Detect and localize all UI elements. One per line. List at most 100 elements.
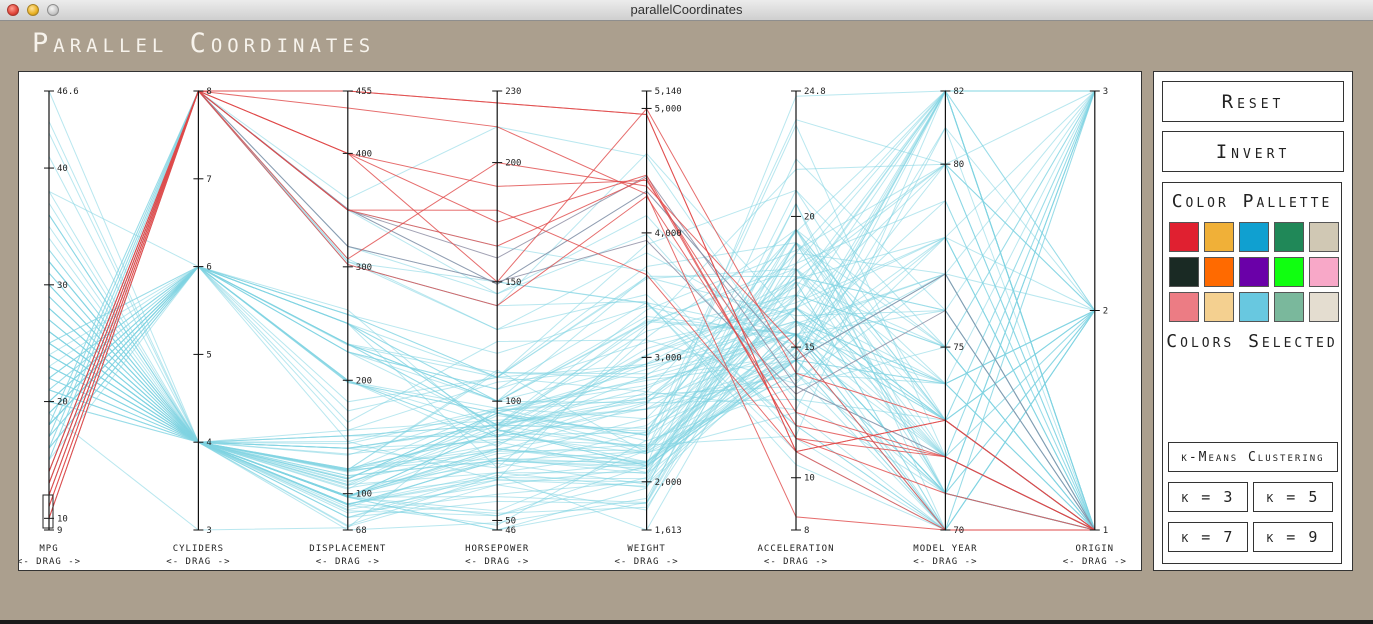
tick-label: 150 xyxy=(505,278,521,288)
k3-button[interactable]: k = 3 xyxy=(1168,482,1248,512)
axis-drag-handle[interactable]: <- DRAG -> xyxy=(1063,557,1127,567)
tick-label: 30 xyxy=(57,281,68,291)
palette-swatch[interactable] xyxy=(1239,222,1269,252)
tick-label: 230 xyxy=(505,87,521,97)
axis-title: WEIGHT xyxy=(627,544,666,554)
tick-label: 100 xyxy=(505,397,521,407)
tick-label: 1 xyxy=(1103,526,1108,536)
data-polyline xyxy=(48,90,1096,498)
tick-label: 24.8 xyxy=(804,87,826,97)
tick-label: 9 xyxy=(57,526,62,536)
tick-label: 455 xyxy=(356,87,372,97)
mpg-brush-selection[interactable] xyxy=(42,494,54,529)
palette-swatch[interactable] xyxy=(1169,257,1199,287)
minimize-window-button[interactable] xyxy=(27,4,39,16)
tick-label: 15 xyxy=(804,343,815,353)
data-polyline xyxy=(48,266,1096,531)
data-polyline xyxy=(48,90,1096,531)
tick-label: 82 xyxy=(953,87,964,97)
tick-label: 2,000 xyxy=(655,478,682,488)
palette-swatch[interactable] xyxy=(1274,222,1304,252)
axis-title: MODEL YEAR xyxy=(913,544,977,554)
axis-drag-handle[interactable]: <- DRAG -> xyxy=(764,557,828,567)
tick-label: 3,000 xyxy=(655,353,682,363)
reset-button[interactable]: Reset xyxy=(1162,81,1344,122)
axis-drag-handle[interactable]: <- DRAG -> xyxy=(913,557,977,567)
axis-drag-handle[interactable]: <- DRAG -> xyxy=(19,557,81,567)
parallel-coordinates-plot[interactable]: 9 10 20 30 40 46.6 MPG <- DRAG -> 3 4 5 6 7 8 CYLIDERS… xyxy=(18,71,1142,571)
tick-label: 5 xyxy=(206,350,211,360)
data-polyline xyxy=(48,236,1096,531)
data-polyline xyxy=(48,228,1096,531)
colors-selected-area xyxy=(1171,368,1333,438)
kmeans-clustering-button[interactable]: k-Means Clustering xyxy=(1168,442,1338,472)
palette-swatch[interactable] xyxy=(1204,292,1234,322)
zoom-window-button[interactable] xyxy=(47,4,59,16)
data-polyline xyxy=(48,214,1095,519)
tick-label: 80 xyxy=(953,160,964,170)
palette-swatch[interactable] xyxy=(1309,292,1339,322)
palette-swatch[interactable] xyxy=(1239,292,1269,322)
k9-button[interactable]: k = 9 xyxy=(1253,522,1333,552)
palette-swatch[interactable] xyxy=(1274,292,1304,322)
palette-swatch[interactable] xyxy=(1204,257,1234,287)
data-polyline xyxy=(48,89,1096,531)
tick-label: 50 xyxy=(505,516,516,526)
data-polyline xyxy=(48,163,1096,531)
axis-title: HORSEPOWER xyxy=(465,544,529,554)
tick-label: 20 xyxy=(57,398,68,408)
invert-button[interactable]: Invert xyxy=(1162,131,1344,172)
data-polyline xyxy=(48,156,1096,497)
data-polyline xyxy=(48,89,1096,531)
data-polyline xyxy=(48,90,1095,531)
data-polyline xyxy=(48,90,1096,531)
data-polyline xyxy=(48,90,1095,531)
tick-label: 1,613 xyxy=(655,526,682,536)
tick-label: 400 xyxy=(356,149,372,159)
polyline-layer xyxy=(48,89,1096,532)
data-polyline xyxy=(48,90,1096,531)
tick-label: 2 xyxy=(1103,307,1108,317)
data-polyline xyxy=(48,273,1096,531)
tick-label: 68 xyxy=(356,526,367,536)
palette-swatch[interactable] xyxy=(1239,257,1269,287)
tick-label: 200 xyxy=(356,376,372,386)
data-polyline xyxy=(48,89,1096,531)
tick-label: 3 xyxy=(206,526,211,536)
data-polyline xyxy=(48,163,1096,531)
app-title: Parallel Coordinates xyxy=(32,28,376,59)
tick-label: 3 xyxy=(1103,87,1108,97)
axis-drag-handle[interactable]: <- DRAG -> xyxy=(166,557,230,567)
data-polyline xyxy=(48,236,1096,437)
tick-label: 7 xyxy=(206,175,211,185)
data-polyline xyxy=(48,320,1096,531)
tick-label: 4 xyxy=(206,438,211,448)
axis-drag-handle[interactable]: <- DRAG -> xyxy=(316,557,380,567)
tick-label: 4,000 xyxy=(655,229,682,239)
palette-swatch[interactable] xyxy=(1169,222,1199,252)
palette-swatch[interactable] xyxy=(1204,222,1234,252)
data-polyline xyxy=(48,89,1096,531)
data-polyline xyxy=(48,163,1096,531)
close-window-button[interactable] xyxy=(7,4,19,16)
palette-swatch[interactable] xyxy=(1169,292,1199,322)
tick-label: 5,000 xyxy=(655,104,682,114)
axis-drag-handle[interactable]: <- DRAG -> xyxy=(615,557,679,567)
data-polyline xyxy=(48,90,1096,531)
data-polyline xyxy=(48,126,1096,479)
palette-swatch[interactable] xyxy=(1309,257,1339,287)
window-title: parallelCoordinates xyxy=(630,2,743,17)
k5-button[interactable]: k = 5 xyxy=(1253,482,1333,512)
tick-label: 6 xyxy=(206,263,211,273)
axis-drag-handle[interactable]: <- DRAG -> xyxy=(465,557,529,567)
data-polyline xyxy=(48,200,1096,531)
palette-title: Color Pallette xyxy=(1171,191,1333,212)
palette-swatch[interactable] xyxy=(1309,222,1339,252)
k7-button[interactable]: k = 7 xyxy=(1168,522,1248,552)
tick-label: 200 xyxy=(505,159,521,169)
colors-selected-title: Colors Selected xyxy=(1166,331,1338,352)
data-polyline xyxy=(48,90,1096,511)
parallel-coordinates-svg[interactable]: 9 10 20 30 40 46.6 MPG <- DRAG -> 3 4 5 6 7 8 CYLIDERS… xyxy=(19,72,1141,570)
color-palette-box: Color Pallette Colors Selected k-Means C… xyxy=(1162,182,1342,564)
palette-swatch[interactable] xyxy=(1274,257,1304,287)
